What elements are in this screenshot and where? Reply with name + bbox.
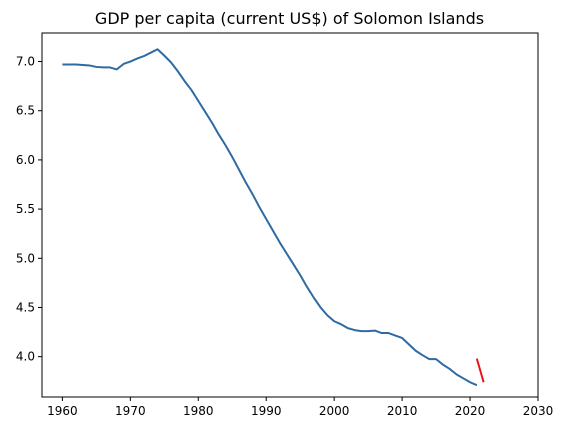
x-tick-label: 1990	[251, 404, 282, 418]
x-tick-label: 2030	[523, 404, 554, 418]
y-tick-label: 4.5	[16, 300, 35, 314]
y-tick-label: 7.0	[16, 55, 35, 69]
series-layer	[62, 48, 485, 387]
x-axis: 1960 1970 1980 1990 2000 2010 2020 2030	[47, 397, 553, 418]
x-tick-label: 1980	[183, 404, 214, 418]
x-tick-label: 2000	[319, 404, 350, 418]
chart-title: GDP per capita (current US$) of Solomon …	[95, 9, 484, 28]
x-tick-label: 2020	[455, 404, 486, 418]
x-tick-label: 2010	[387, 404, 418, 418]
x-tick-label: 1960	[47, 404, 78, 418]
plot-frame	[41, 32, 539, 398]
series-line-1	[62, 48, 478, 387]
series-line-2	[475, 358, 485, 383]
y-tick-label: 6.0	[16, 153, 35, 167]
y-axis: 4.0 4.5 5.0 5.5 6.0 6.5 7.0	[16, 55, 42, 364]
y-tick-label: 5.5	[16, 202, 35, 216]
y-tick-label: 5.0	[16, 251, 35, 265]
y-tick-label: 6.5	[16, 104, 35, 118]
x-tick-label: 1970	[115, 404, 146, 418]
y-tick-label: 4.0	[16, 350, 35, 364]
